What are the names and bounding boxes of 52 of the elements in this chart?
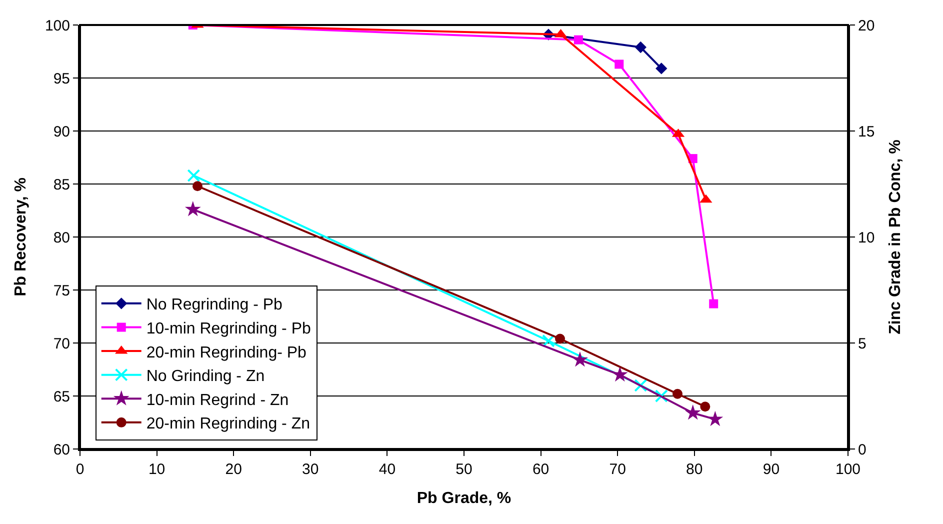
legend-label: No Regrinding - Pb xyxy=(146,296,283,314)
y2-tick-label: 20 xyxy=(858,17,875,34)
point xyxy=(614,60,624,69)
y-axis-title: Pb Recovery, % xyxy=(12,178,30,296)
point xyxy=(707,410,724,426)
point xyxy=(555,334,565,344)
point xyxy=(612,366,628,382)
legend-label: No Grinding - Zn xyxy=(146,368,265,386)
y-tick-label: 65 xyxy=(53,388,70,406)
x-tick-label: 20 xyxy=(225,461,242,478)
point xyxy=(654,390,668,402)
legend-label: 10-min Regrinding - Pb xyxy=(146,320,311,338)
x-tick-label: 50 xyxy=(456,461,472,478)
point xyxy=(634,378,648,392)
point xyxy=(184,201,201,216)
legend-label: 10-min Regrind - Zn xyxy=(146,392,289,409)
point xyxy=(574,35,583,44)
y2-tick-label: 0 xyxy=(858,441,866,458)
point xyxy=(709,299,718,308)
y2-axis-title: Zinc Grade in Pb Conc, % xyxy=(886,140,904,334)
point xyxy=(700,402,710,412)
point xyxy=(634,41,646,54)
y2-tick-label: 15 xyxy=(858,123,875,140)
point xyxy=(684,404,701,420)
x-tick-label: 40 xyxy=(378,461,396,478)
point xyxy=(572,352,588,367)
y-tick-label: 100 xyxy=(44,17,70,34)
y2-tick-label: 5 xyxy=(858,335,866,352)
point xyxy=(192,181,202,192)
y-tick-label: 75 xyxy=(53,282,70,300)
y-tick-label: 90 xyxy=(53,123,70,140)
x-tick-label: 30 xyxy=(302,461,319,478)
point xyxy=(672,388,682,399)
x-tick-label: 90 xyxy=(762,461,780,478)
x-tick-label: 80 xyxy=(686,461,703,478)
x-axis-title: Pb Grade, % xyxy=(416,490,512,508)
legend-label: 20-min Regrinding - Zn xyxy=(146,416,310,433)
x-tick-label: 0 xyxy=(76,461,84,478)
point xyxy=(656,62,668,74)
y-tick-label: 85 xyxy=(53,176,70,194)
x-tick-label: 60 xyxy=(532,461,550,478)
y-tick-label: 80 xyxy=(53,229,70,246)
y-tick-label: 60 xyxy=(53,441,70,458)
legend-label: 20-min Regrinding- Pb xyxy=(146,344,307,362)
y-tick-label: 95 xyxy=(53,70,70,88)
point xyxy=(187,169,200,182)
x-tick-label: 70 xyxy=(609,461,626,478)
x-tick-label: 10 xyxy=(148,461,166,478)
y2-tick-label: 10 xyxy=(858,229,875,246)
y-tick-label: 70 xyxy=(53,335,70,352)
point xyxy=(542,334,555,348)
x-tick-label: 100 xyxy=(835,461,861,478)
